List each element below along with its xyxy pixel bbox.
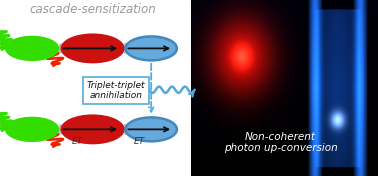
FancyBboxPatch shape xyxy=(83,77,149,104)
Text: Non-coherent
photon up-conversion: Non-coherent photon up-conversion xyxy=(224,131,338,153)
Text: Triplet-triplet
annihilation: Triplet-triplet annihilation xyxy=(87,80,146,100)
Circle shape xyxy=(125,36,177,60)
Circle shape xyxy=(125,117,177,141)
FancyArrow shape xyxy=(60,123,121,136)
Text: ET: ET xyxy=(134,137,146,146)
Circle shape xyxy=(60,33,125,63)
Circle shape xyxy=(5,117,59,142)
Circle shape xyxy=(60,114,125,144)
FancyArrow shape xyxy=(125,122,174,137)
FancyArrow shape xyxy=(60,42,121,55)
Text: ET: ET xyxy=(72,137,83,146)
FancyBboxPatch shape xyxy=(191,0,378,176)
Text: cascade-sensitization: cascade-sensitization xyxy=(29,3,156,16)
FancyArrow shape xyxy=(125,41,174,56)
Circle shape xyxy=(5,36,59,61)
